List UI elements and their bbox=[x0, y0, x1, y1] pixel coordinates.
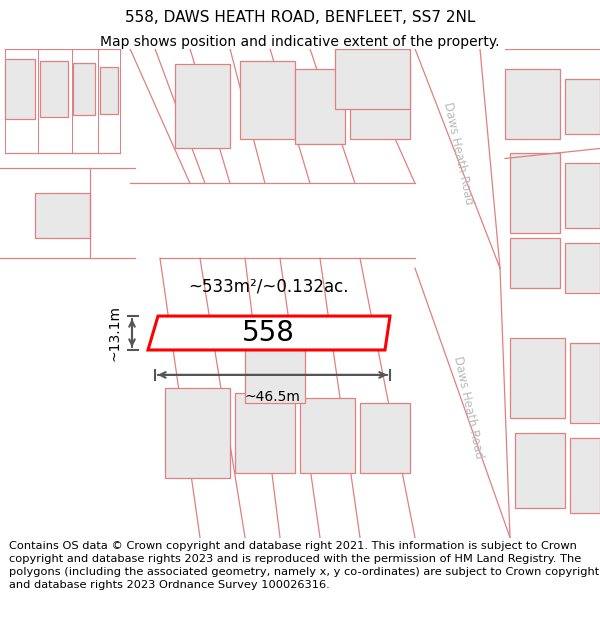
Polygon shape bbox=[415, 268, 510, 538]
Polygon shape bbox=[510, 154, 560, 233]
Text: Contains OS data © Crown copyright and database right 2021. This information is : Contains OS data © Crown copyright and d… bbox=[9, 541, 599, 590]
Text: Map shows position and indicative extent of the property.: Map shows position and indicative extent… bbox=[100, 35, 500, 49]
Polygon shape bbox=[510, 238, 560, 288]
Polygon shape bbox=[565, 164, 600, 228]
Polygon shape bbox=[360, 403, 410, 472]
Polygon shape bbox=[515, 432, 565, 508]
Polygon shape bbox=[165, 388, 230, 478]
Text: 558: 558 bbox=[242, 319, 295, 347]
Polygon shape bbox=[510, 338, 565, 418]
Polygon shape bbox=[415, 49, 500, 268]
Polygon shape bbox=[570, 438, 600, 512]
Text: Daws Heath Road: Daws Heath Road bbox=[441, 101, 475, 206]
Polygon shape bbox=[570, 343, 600, 422]
Polygon shape bbox=[240, 61, 295, 139]
Text: 558, DAWS HEATH ROAD, BENFLEET, SS7 2NL: 558, DAWS HEATH ROAD, BENFLEET, SS7 2NL bbox=[125, 10, 475, 25]
Polygon shape bbox=[73, 62, 95, 114]
Polygon shape bbox=[35, 193, 90, 238]
Polygon shape bbox=[335, 49, 410, 109]
Polygon shape bbox=[0, 49, 170, 538]
Polygon shape bbox=[235, 393, 295, 472]
Polygon shape bbox=[175, 64, 230, 149]
Text: ~46.5m: ~46.5m bbox=[244, 390, 300, 404]
Polygon shape bbox=[148, 316, 390, 350]
Polygon shape bbox=[505, 69, 560, 139]
Polygon shape bbox=[0, 49, 600, 538]
Polygon shape bbox=[295, 69, 345, 144]
Polygon shape bbox=[565, 243, 600, 293]
Text: ~533m²/~0.132ac.: ~533m²/~0.132ac. bbox=[188, 277, 348, 295]
Polygon shape bbox=[565, 79, 600, 134]
Polygon shape bbox=[100, 67, 118, 114]
Polygon shape bbox=[300, 398, 355, 472]
Polygon shape bbox=[350, 64, 410, 139]
Text: Daws Heath Road: Daws Heath Road bbox=[451, 355, 485, 461]
Polygon shape bbox=[5, 59, 35, 119]
Polygon shape bbox=[40, 61, 68, 117]
Text: ~13.1m: ~13.1m bbox=[108, 305, 122, 361]
Polygon shape bbox=[245, 338, 305, 403]
